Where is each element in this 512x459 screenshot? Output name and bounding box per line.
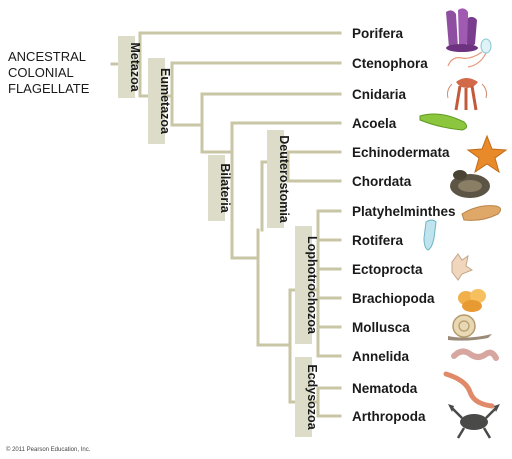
root-label-line-2: COLONIAL: [8, 65, 74, 80]
taxon-echinodermata: Echinodermata: [352, 145, 450, 160]
flatworm-icon: [461, 205, 502, 221]
taxon-nematoda: Nematoda: [352, 381, 418, 396]
jellyfish-icon: [447, 78, 487, 111]
sponge-icon: [446, 8, 478, 52]
clade-lophotrochozoa-label: Lophotrochozoa: [305, 236, 319, 335]
root-label-line-1: ANCESTRAL: [8, 49, 86, 64]
clade-ecdysozoa-label: Ecdysozoa: [305, 364, 319, 430]
taxon-annelida: Annelida: [352, 349, 409, 364]
bryozoan-icon: [451, 253, 474, 281]
roundworm-icon: [443, 371, 495, 409]
taxon-mollusca: Mollusca: [352, 320, 410, 335]
taxon-rotifera: Rotifera: [352, 233, 403, 248]
copyright-notice: © 2011 Pearson Education, Inc.: [6, 446, 91, 453]
earthworm-icon: [451, 348, 499, 361]
taxon-arthropoda: Arthropoda: [352, 409, 426, 424]
comb-jelly-icon: [447, 38, 492, 68]
sea-star-icon: [466, 134, 508, 174]
clade-metazoa-label: Metazoa: [128, 42, 142, 92]
clade-eumetazoa-label: Eumetazoa: [158, 68, 172, 135]
lobster-icon: [448, 404, 500, 439]
clade-deuterostomia-label: Deuterostomia: [277, 135, 291, 224]
taxon-brachiopoda: Brachiopoda: [352, 291, 435, 306]
clade-bilateria-label: Bilateria: [218, 163, 232, 213]
taxon-porifera: Porifera: [352, 26, 404, 41]
taxon-ectoprocta: Ectoprocta: [352, 262, 423, 277]
clade-bilateria: Bilateria: [208, 155, 232, 221]
taxon-platyhelminthes: Platyhelminthes: [352, 204, 456, 219]
rotifer-icon: [423, 219, 437, 251]
snake-icon: [450, 170, 490, 198]
acoel-flatworm-icon: [419, 113, 468, 131]
snail-icon: [448, 314, 492, 341]
clade-eumetazoa: Eumetazoa: [148, 58, 172, 144]
taxon-chordata: Chordata: [352, 174, 412, 189]
clade-ecdysozoa: Ecdysozoa: [295, 357, 319, 437]
clade-deuterostomia: Deuterostomia: [267, 130, 291, 228]
taxon-ctenophora: Ctenophora: [352, 56, 428, 71]
tree-branches: [110, 31, 342, 418]
root-label-line-3: FLAGELLATE: [8, 81, 90, 96]
taxon-acoela: Acoela: [352, 116, 397, 131]
clade-lophotrochozoa: Lophotrochozoa: [295, 226, 319, 344]
brachiopod-icon: [458, 289, 486, 312]
taxon-labels: Porifera Ctenophora Cnidaria Acoela Echi…: [352, 26, 456, 424]
taxon-cnidaria: Cnidaria: [352, 87, 407, 102]
clade-metazoa: Metazoa: [118, 36, 142, 98]
root-label: ANCESTRAL COLONIAL FLAGELLATE: [8, 49, 90, 96]
